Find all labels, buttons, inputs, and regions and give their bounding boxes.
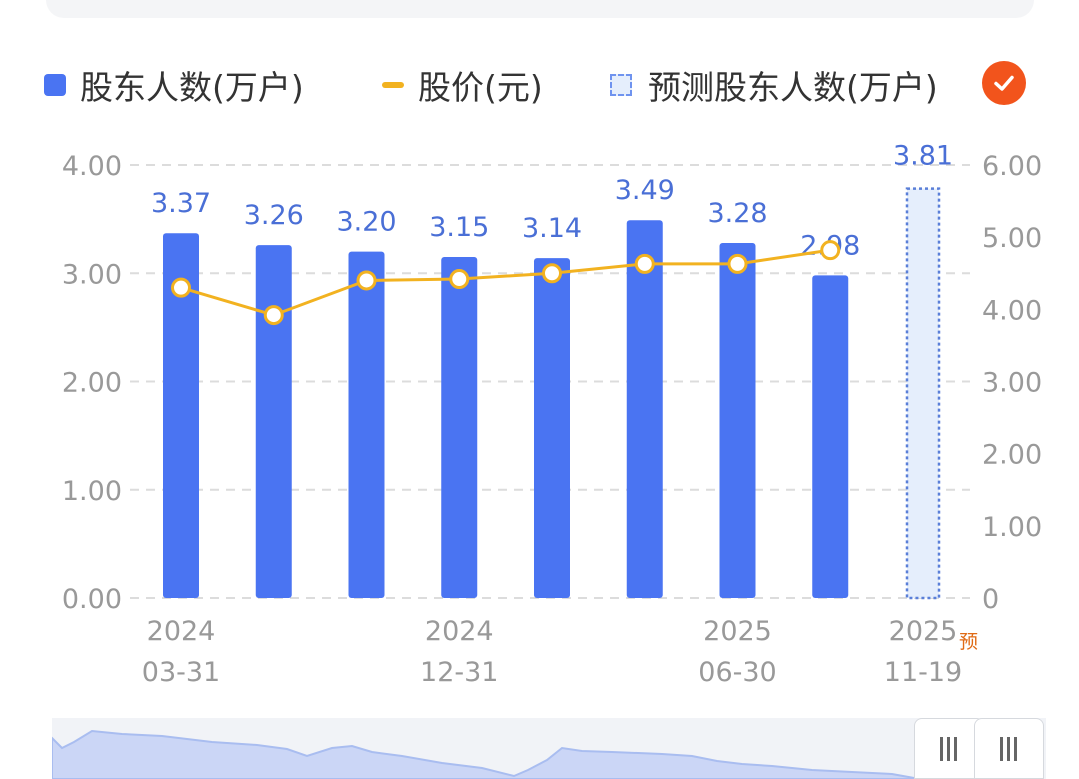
- legend-item-price[interactable]: 股价(元): [382, 60, 543, 110]
- bar: [163, 233, 199, 598]
- legend-label-holders: 股东人数(万户): [80, 68, 304, 107]
- y-left-tick-label: 4.00: [62, 151, 122, 182]
- data-label: 3.37: [151, 188, 211, 219]
- forecast-badge: 预: [959, 631, 978, 653]
- price-point: [263, 305, 284, 326]
- price-point: [171, 277, 191, 298]
- x-tick-date: 11-19: [884, 657, 962, 688]
- data-label: 3.14: [522, 213, 582, 244]
- bar: [441, 257, 478, 598]
- forecast-bar: [905, 187, 941, 600]
- legend-swatch-holders: [44, 74, 66, 96]
- y-right-tick-label: 0: [982, 584, 999, 615]
- x-tick-year: 2024: [425, 616, 494, 647]
- x-tick-date: 12-31: [420, 657, 498, 688]
- forecast-toggle-button[interactable]: [982, 61, 1026, 105]
- bar: [626, 220, 663, 598]
- x-tick-year: 2025: [703, 616, 772, 647]
- y-right-tick-label: 4.00: [982, 295, 1042, 326]
- data-label: 3.81: [893, 141, 953, 172]
- legend-label-forecast: 预测股东人数(万户): [648, 68, 938, 107]
- zoom-overview[interactable]: [52, 718, 1046, 779]
- grip-icon: [1000, 736, 1017, 761]
- bar: [255, 245, 292, 599]
- y-right-tick-label: 1.00: [982, 512, 1042, 543]
- y-right-tick-label: 2.00: [982, 440, 1042, 471]
- data-label: 3.49: [615, 175, 675, 206]
- zoom-overview-sparkline: [52, 729, 915, 779]
- legend-label-price: 股价(元): [418, 68, 543, 107]
- x-tick-year: 2024: [147, 616, 216, 647]
- legend-item-forecast[interactable]: 预测股东人数(万户): [610, 60, 938, 110]
- data-label: 3.28: [707, 198, 767, 229]
- price-point: [356, 270, 377, 291]
- x-tick-date: 03-31: [142, 657, 220, 688]
- legend-swatch-price: [382, 82, 404, 88]
- price-point: [449, 269, 470, 290]
- y-left-tick-label: 0.00: [62, 584, 122, 615]
- chart: 0.00 1.00 2.00 3.00 4.00 0 1.00 2.00 3.00 4.00 5.0…: [62, 141, 1042, 688]
- top-card: [46, 0, 1034, 18]
- price-point: [542, 263, 562, 284]
- legend-swatch-forecast: [610, 74, 632, 96]
- data-label: 3.26: [244, 200, 304, 231]
- bar: [719, 242, 756, 598]
- price-point: [820, 240, 841, 261]
- data-label: 3.15: [429, 212, 489, 243]
- y-left-tick-label: 1.00: [62, 476, 122, 507]
- bar: [534, 258, 570, 598]
- y-right-tick-label: 5.00: [982, 223, 1042, 254]
- bar: [812, 275, 849, 598]
- y-left-tick-label: 2.00: [62, 368, 122, 399]
- y-right-tick-label: 3.00: [982, 368, 1042, 399]
- legend-item-holders[interactable]: 股东人数(万户): [44, 60, 304, 110]
- x-tick-date: 06-30: [698, 657, 776, 688]
- price-line: [180, 248, 831, 317]
- data-label: 3.20: [336, 207, 396, 238]
- checkmark-icon: [994, 75, 1014, 91]
- y-right-tick-label: 6.00: [982, 151, 1042, 182]
- y-left-tick-label: 3.00: [62, 259, 122, 290]
- price-point: [634, 253, 655, 274]
- x-tick-year: 2025: [889, 616, 958, 647]
- bar: [348, 251, 385, 598]
- zoom-handle-right[interactable]: [974, 718, 1044, 779]
- grip-icon: [940, 736, 957, 761]
- legend: 股东人数(万户) 股价(元) 预测股东人数(万户): [44, 60, 1044, 110]
- price-point: [727, 253, 748, 274]
